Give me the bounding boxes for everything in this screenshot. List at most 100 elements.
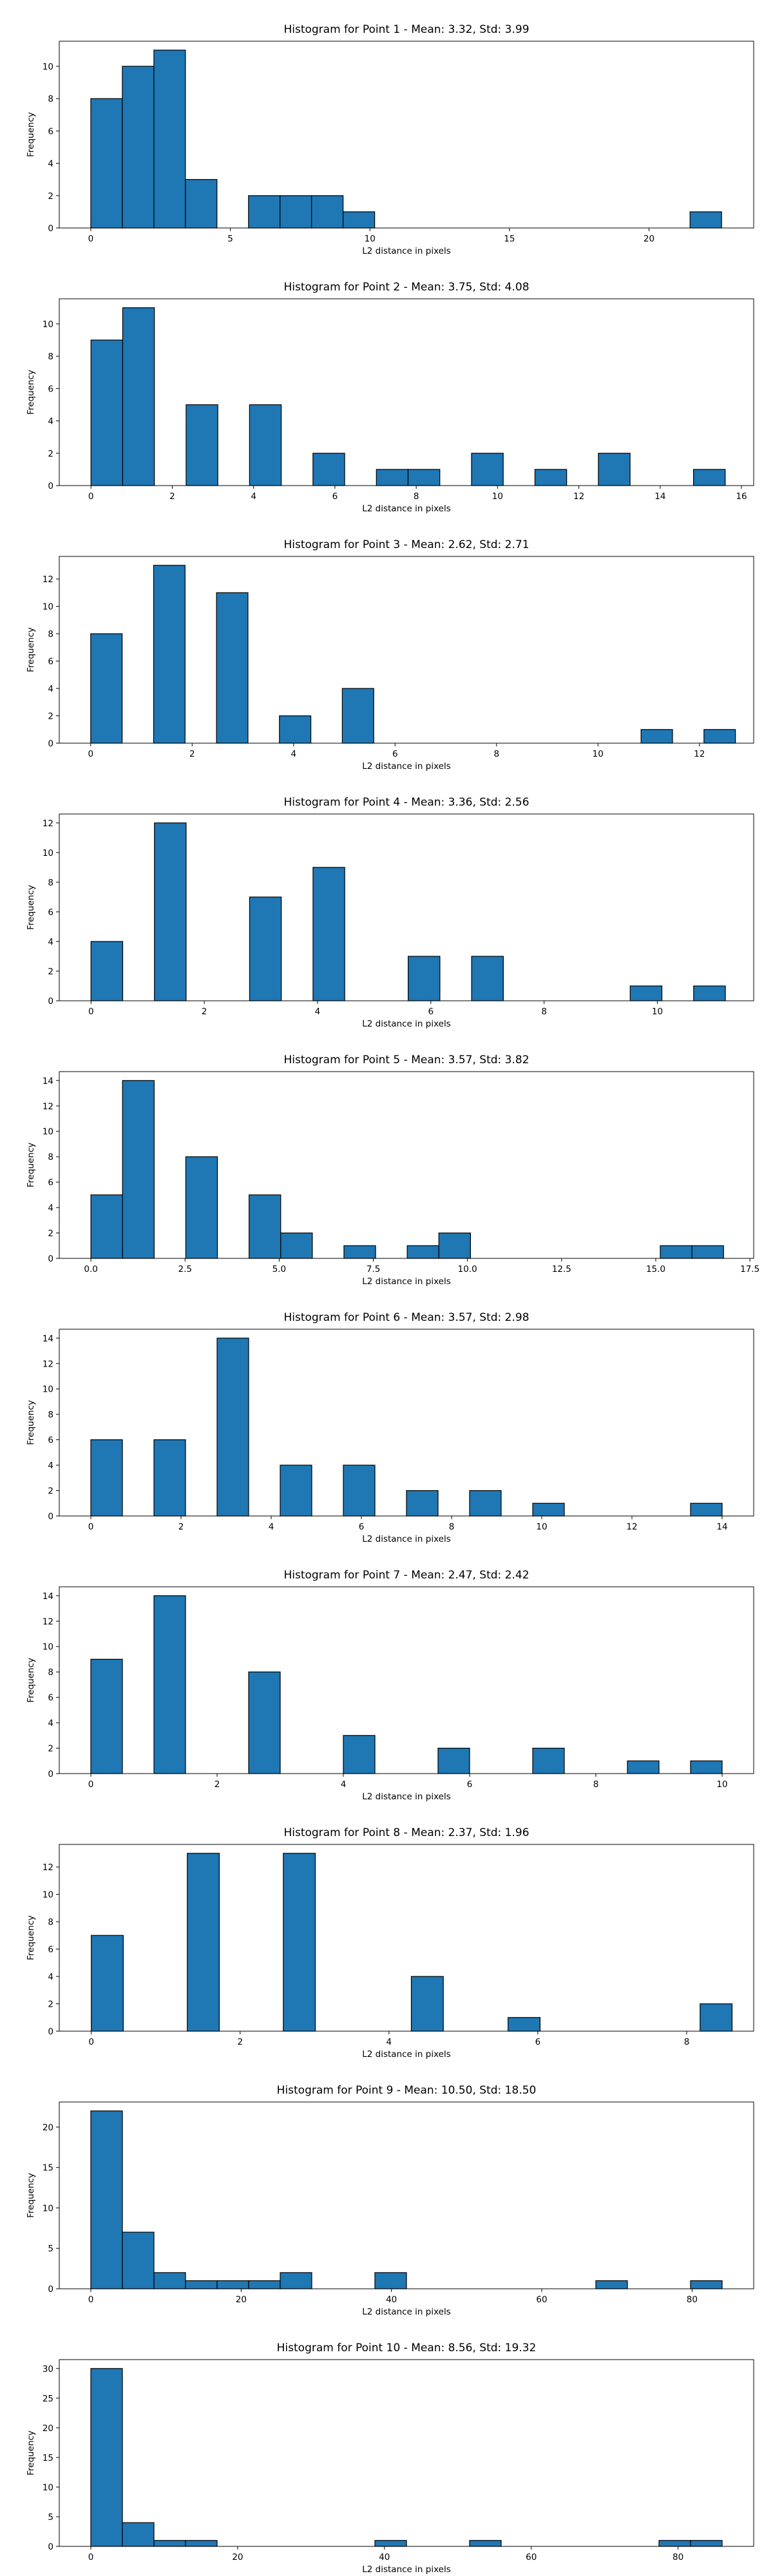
histogram-bar [660,1245,692,1259]
histogram-bar [185,179,218,229]
histogram-bar [90,633,123,744]
y-tick-label: 14 [43,1334,53,1344]
histogram-bar [280,1464,312,1517]
histogram-bar [187,1853,220,2032]
y-tick-label: 6 [48,1693,53,1703]
x-tick-label: 10.0 [458,1264,477,1274]
y-tick-label: 4 [48,1718,53,1728]
histogram-bar [312,867,345,1001]
histogram-bar [438,1232,471,1259]
histogram-bar [376,469,409,486]
x-tick-label: 12 [626,1522,637,1532]
plot-frame [59,1844,754,2032]
histogram-bar [90,2368,123,2547]
y-tick-label: 4 [48,1203,53,1213]
x-tick-label: 40 [379,2552,390,2562]
histogram-chart-5: Histogram for Point 5 - Mean: 3.57, Std:… [26,1054,759,1287]
histogram-chart-2: Histogram for Point 2 - Mean: 3.75, Std:… [26,281,754,514]
y-tick-label: 0 [48,223,53,234]
histogram-bar [153,50,186,229]
histogram-bar [534,469,568,486]
x-tick-label: 17.5 [740,1264,759,1274]
bars [90,822,726,1001]
histogram-bar [508,2017,540,2032]
y-axis-label: Frequency [26,2173,36,2218]
y-tick-label: 30 [43,2364,53,2374]
y-tick-label: 2 [48,712,53,722]
y-tick-label: 6 [48,907,53,918]
x-axis-label: L2 distance in pixels [362,246,450,256]
y-tick-label: 10 [43,1642,53,1653]
chart-title: Histogram for Point 10 - Mean: 8.56, Std… [277,2342,537,2354]
y-tick-label: 2 [48,1744,53,1754]
x-tick-label: 10 [652,1007,663,1017]
histogram-bar [408,956,441,1001]
histogram-bar [153,2272,186,2289]
x-tick-label: 12.5 [552,1264,571,1274]
histogram-bar [216,592,249,744]
histogram-bar [689,211,722,229]
histogram-bar [700,2003,733,2032]
x-tick-label: 0 [88,491,94,502]
histogram-bar [122,2522,155,2547]
y-tick-label: 6 [48,1945,53,1955]
bars [90,565,736,744]
histogram-bar [690,1502,723,1517]
x-tick-label: 80 [673,2552,683,2562]
x-axis-label: L2 distance in pixels [362,1792,450,1802]
histogram-bar [343,1245,376,1259]
histogram-bar [185,1156,218,1259]
x-tick-label: 60 [526,2552,537,2562]
y-tick-label: 6 [48,657,53,667]
histogram-bar [280,2272,312,2289]
bars [90,50,722,229]
x-tick-label: 8 [541,1007,547,1017]
x-axis-label: L2 distance in pixels [362,504,450,514]
bars [90,1338,723,1517]
x-tick-label: 10 [716,1779,727,1790]
histogram-bar [153,1439,186,1517]
x-tick-label: 14 [654,491,665,502]
histogram-bar [185,2280,218,2289]
y-axis-label: Frequency [26,370,36,415]
histogram-bar [153,2540,186,2547]
histogram-bar [90,1194,123,1259]
y-tick-label: 12 [43,1616,53,1627]
y-axis-label: Frequency [26,885,36,930]
y-tick-label: 10 [43,2203,53,2213]
x-tick-label: 6 [332,491,338,502]
y-tick-label: 12 [43,1101,53,1112]
histogram-chart-10: Histogram for Point 10 - Mean: 8.56, Std… [26,2342,754,2575]
histogram-bar [471,453,504,486]
x-tick-label: 5.0 [272,1264,286,1274]
x-axis-label: L2 distance in pixels [362,1019,450,1029]
y-tick-label: 10 [43,1127,53,1137]
histogram-chart-7: Histogram for Point 7 - Mean: 2.47, Std:… [26,1569,754,1802]
y-tick-label: 12 [43,819,53,829]
y-tick-label: 8 [48,352,53,362]
bars [90,307,726,486]
chart-title: Histogram for Point 7 - Mean: 2.47, Std:… [283,1569,529,1582]
y-tick-label: 8 [48,629,53,639]
histogram-bar [216,1338,249,1517]
histogram-bar [90,1439,123,1517]
x-tick-label: 8 [414,491,419,502]
y-tick-label: 25 [43,2394,53,2404]
x-tick-label: 4 [269,1522,274,1532]
histogram-bar [629,985,663,1001]
plot-frame [59,1071,754,1259]
x-tick-label: 10 [365,234,376,244]
x-tick-label: 5 [227,234,233,244]
y-tick-label: 8 [48,1917,53,1927]
x-tick-label: 2 [215,1779,220,1790]
histogram-bar [406,1490,439,1517]
x-axis-label: L2 distance in pixels [362,1276,450,1287]
x-tick-label: 20 [236,2295,247,2305]
y-tick-label: 4 [48,417,53,427]
histogram-bar [437,1747,470,1774]
x-tick-label: 0 [88,1522,94,1532]
y-tick-label: 12 [43,574,53,585]
bars [90,1080,724,1259]
y-tick-label: 4 [48,937,53,947]
plot-frame [59,41,754,229]
